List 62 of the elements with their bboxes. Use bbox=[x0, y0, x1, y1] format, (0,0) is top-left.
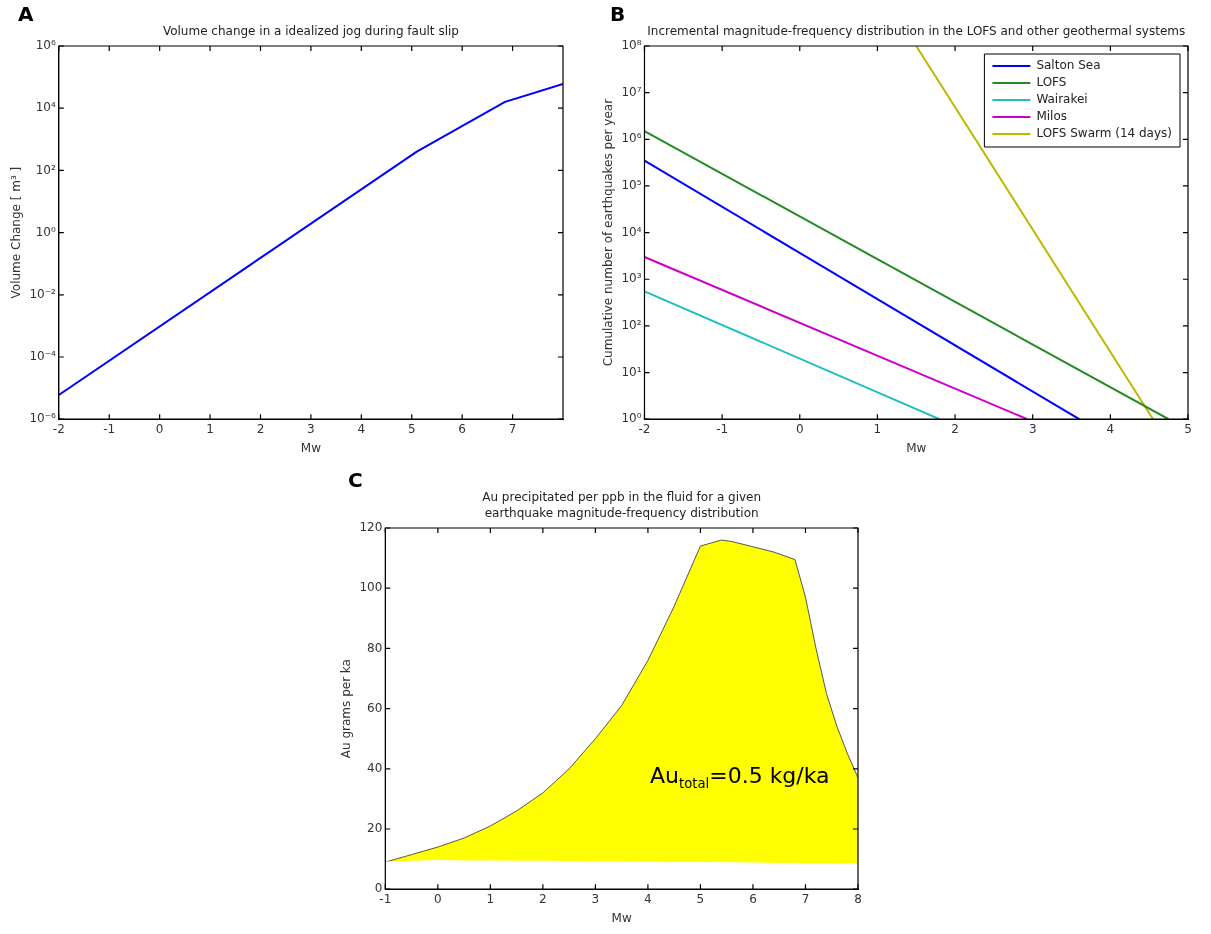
y-tick-label: 10⁶ bbox=[35, 38, 56, 53]
y-axis-title: Cumulative number of earthquakes per year bbox=[601, 98, 616, 367]
legend-label: Salton Sea bbox=[1036, 58, 1101, 73]
x-tick-label: 6 bbox=[749, 891, 757, 906]
y-tick-label: 40 bbox=[367, 760, 383, 775]
chart-title: Volume change in a idealized jog during fault slip bbox=[162, 24, 459, 39]
x-tick-label: 5 bbox=[1184, 421, 1192, 436]
y-tick-label: 60 bbox=[367, 700, 383, 715]
x-tick-label: 2 bbox=[539, 891, 547, 906]
y-tick-label: 10⁻² bbox=[29, 286, 56, 301]
legend-label: Milos bbox=[1036, 109, 1068, 124]
y-tick-label: 10² bbox=[35, 162, 56, 177]
y-tick-label: 10⁵ bbox=[621, 178, 642, 193]
y-tick-label: 10⁶ bbox=[621, 131, 642, 146]
x-tick-label: 0 bbox=[155, 421, 164, 436]
y-tick-label: 80 bbox=[367, 640, 383, 655]
x-tick-label: -1 bbox=[103, 421, 116, 436]
legend-label: LOFS bbox=[1036, 75, 1067, 90]
x-tick-label: 0 bbox=[434, 891, 442, 906]
x-tick-label: 4 bbox=[357, 421, 366, 436]
y-tick-label: 10⁴ bbox=[35, 100, 56, 115]
chart-title: Au precipitated per ppb in the fluid for a given earthquake magnitude-frequency distribution bbox=[482, 490, 762, 521]
x-tick-label: 4 bbox=[644, 891, 652, 906]
x-tick-label: 3 bbox=[591, 891, 600, 906]
y-tick-label: 10⁻⁴ bbox=[29, 349, 56, 364]
legend-label: Wairakei bbox=[1036, 92, 1088, 107]
x-tick-label: 3 bbox=[307, 421, 315, 436]
text: A bbox=[18, 2, 34, 27]
x-tick-label: 0 bbox=[795, 421, 804, 436]
x-tick-label: 4 bbox=[1106, 421, 1115, 436]
y-tick-label: 10⁰ bbox=[35, 224, 56, 239]
x-tick-label: 6 bbox=[458, 421, 466, 436]
y-axis-title: Volume Change [ m³ ] bbox=[9, 166, 24, 299]
text: C bbox=[348, 468, 363, 493]
x-axis-title: Mw bbox=[611, 910, 632, 925]
x-tick-label: 1 bbox=[486, 891, 495, 906]
legend-label: LOFS Swarm (14 days) bbox=[1036, 126, 1172, 141]
x-tick-label: 1 bbox=[206, 421, 214, 436]
y-tick-label: 10¹ bbox=[621, 364, 642, 379]
x-tick-label: 7 bbox=[801, 891, 810, 906]
x-tick-label: 2 bbox=[951, 421, 959, 436]
x-tick-label: 5 bbox=[407, 421, 416, 436]
x-tick-label: 5 bbox=[696, 891, 705, 906]
y-tick-label: 20 bbox=[367, 821, 383, 836]
y-axis-title: Au grams per ka bbox=[339, 659, 354, 759]
text: B bbox=[610, 2, 626, 27]
y-tick-label: 10² bbox=[621, 318, 642, 333]
x-tick-label: 2 bbox=[256, 421, 265, 436]
y-tick-label: 10⁷ bbox=[621, 84, 642, 99]
x-tick-label: 3 bbox=[1028, 421, 1037, 436]
chart-title: Incremental magnitude-frequency distribution in the LOFS and other geothermal systems bbox=[647, 24, 1186, 39]
y-tick-label: 120 bbox=[359, 520, 383, 535]
x-tick-label: -1 bbox=[716, 421, 729, 436]
x-tick-label: 7 bbox=[508, 421, 517, 436]
x-axis-title: Mw bbox=[906, 440, 927, 455]
x-tick-label: 8 bbox=[854, 891, 862, 906]
x-axis-title: Mw bbox=[300, 440, 322, 455]
y-tick-label: 10⁴ bbox=[621, 224, 642, 239]
y-tick-label: 10⁸ bbox=[621, 38, 642, 53]
x-tick-label: 1 bbox=[873, 421, 882, 436]
y-tick-label: 100 bbox=[359, 580, 383, 595]
y-tick-label: 10³ bbox=[621, 271, 642, 286]
